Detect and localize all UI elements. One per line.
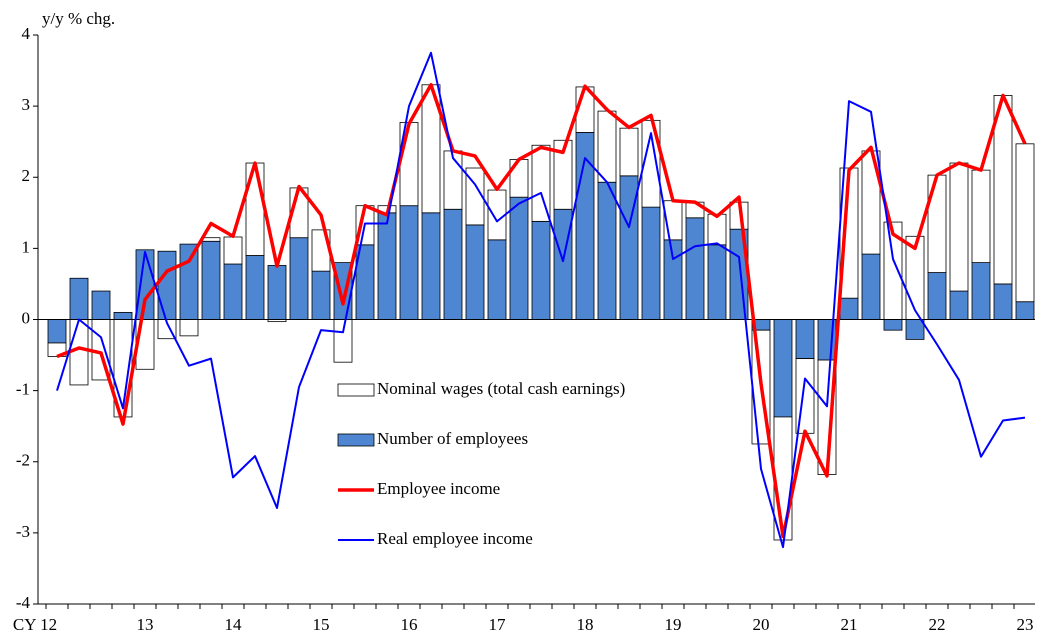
bar <box>179 319 199 337</box>
bar <box>91 290 111 320</box>
bar <box>289 237 309 320</box>
bar <box>905 319 925 340</box>
x-tick-label: CY 12 <box>13 615 57 634</box>
bar <box>201 240 221 320</box>
bar <box>311 270 331 320</box>
bar <box>861 253 881 320</box>
bar <box>465 224 485 320</box>
line <box>56 83 1027 539</box>
bar <box>1015 143 1035 303</box>
bar <box>773 319 793 418</box>
y-tick-label: -4 <box>16 593 31 612</box>
legend-label: Employee income <box>377 479 500 498</box>
bar <box>465 167 485 226</box>
legend-label: Nominal wages (total cash earnings) <box>377 379 625 398</box>
bar <box>707 244 727 320</box>
bar <box>619 127 639 177</box>
bar <box>267 265 287 320</box>
legend-swatch <box>337 383 375 397</box>
bar <box>201 237 221 242</box>
bar <box>377 212 397 320</box>
bar <box>971 169 991 263</box>
bar <box>993 283 1013 320</box>
x-tick-label: 23 <box>1017 615 1034 634</box>
x-tick-label: 20 <box>753 615 770 634</box>
bar <box>839 297 859 320</box>
bar <box>531 144 551 222</box>
line <box>56 51 1026 549</box>
bar <box>1015 301 1035 320</box>
y-tick-label: -1 <box>16 380 30 399</box>
legend-label: Number of employees <box>377 429 528 448</box>
legend-swatch <box>337 433 375 447</box>
bar <box>179 243 199 320</box>
bar <box>245 255 265 320</box>
y-tick-label: 3 <box>22 95 31 114</box>
x-tick-label: 21 <box>841 615 858 634</box>
y-tick-label: -3 <box>16 522 30 541</box>
x-tick-label: 16 <box>401 615 418 634</box>
x-tick-label: 22 <box>929 615 946 634</box>
bar <box>421 212 441 320</box>
bar <box>223 236 243 265</box>
y-tick-label: 4 <box>22 24 31 43</box>
bar <box>597 110 617 183</box>
bar <box>949 162 969 292</box>
bar <box>707 213 727 246</box>
legend-label: Real employee income <box>377 529 533 548</box>
x-tick-label: 18 <box>577 615 594 634</box>
bar <box>927 174 947 273</box>
bar <box>69 277 89 320</box>
bar <box>949 290 969 320</box>
y-tick-label: 1 <box>22 237 31 256</box>
bar <box>641 206 661 320</box>
x-tick-label: 17 <box>489 615 507 634</box>
y-tick-label: 0 <box>22 308 31 327</box>
bar <box>487 239 507 320</box>
bar <box>553 208 573 320</box>
bar <box>883 319 903 331</box>
x-tick-label: 13 <box>137 615 154 634</box>
bar <box>223 263 243 320</box>
bar <box>531 220 551 320</box>
bar <box>993 95 1013 285</box>
bar <box>399 205 419 320</box>
bar <box>553 139 573 210</box>
bar <box>971 262 991 320</box>
bar <box>113 311 133 320</box>
bar <box>597 181 617 320</box>
bar <box>443 208 463 320</box>
y-axis-label: y/y % chg. <box>42 9 115 28</box>
bar <box>487 189 507 241</box>
x-tick-label: 19 <box>665 615 682 634</box>
x-tick-label: 14 <box>225 615 243 634</box>
bar <box>663 239 683 320</box>
bar <box>927 272 947 320</box>
bar <box>157 250 177 320</box>
bar <box>443 150 463 210</box>
bar <box>795 319 815 360</box>
x-tick-label: 15 <box>313 615 330 634</box>
bar <box>333 319 353 363</box>
bar <box>245 162 265 256</box>
y-tick-label: -2 <box>16 451 30 470</box>
y-tick-label: 2 <box>22 166 31 185</box>
bar <box>685 217 705 320</box>
bar <box>47 319 67 344</box>
bar <box>509 196 529 320</box>
